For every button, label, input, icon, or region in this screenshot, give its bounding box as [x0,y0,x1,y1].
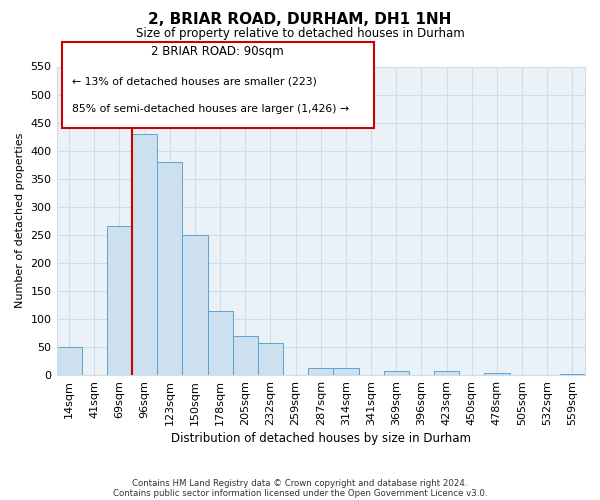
Text: 2, BRIAR ROAD, DURHAM, DH1 1NH: 2, BRIAR ROAD, DURHAM, DH1 1NH [148,12,452,28]
Text: 85% of semi-detached houses are larger (1,426) →: 85% of semi-detached houses are larger (… [73,104,350,114]
Bar [107,226,132,375]
Bar [56,347,82,375]
Bar [484,374,509,375]
Bar [334,368,359,375]
Bar [182,235,208,375]
FancyBboxPatch shape [62,42,374,128]
Bar [208,310,233,375]
X-axis label: Distribution of detached houses by size in Durham: Distribution of detached houses by size … [171,432,471,445]
Bar [258,342,283,375]
Bar [233,336,258,375]
Bar [157,162,182,375]
Text: Contains HM Land Registry data © Crown copyright and database right 2024.: Contains HM Land Registry data © Crown c… [132,478,468,488]
Text: 2 BRIAR ROAD: 90sqm: 2 BRIAR ROAD: 90sqm [151,45,284,58]
Bar [434,371,459,375]
Text: Contains public sector information licensed under the Open Government Licence v3: Contains public sector information licen… [113,488,487,498]
Y-axis label: Number of detached properties: Number of detached properties [15,133,25,308]
Text: ← 13% of detached houses are smaller (223): ← 13% of detached houses are smaller (22… [73,76,317,86]
Bar [132,134,157,375]
Bar [308,368,334,375]
Bar [560,374,585,375]
Text: Size of property relative to detached houses in Durham: Size of property relative to detached ho… [136,28,464,40]
Bar [383,371,409,375]
